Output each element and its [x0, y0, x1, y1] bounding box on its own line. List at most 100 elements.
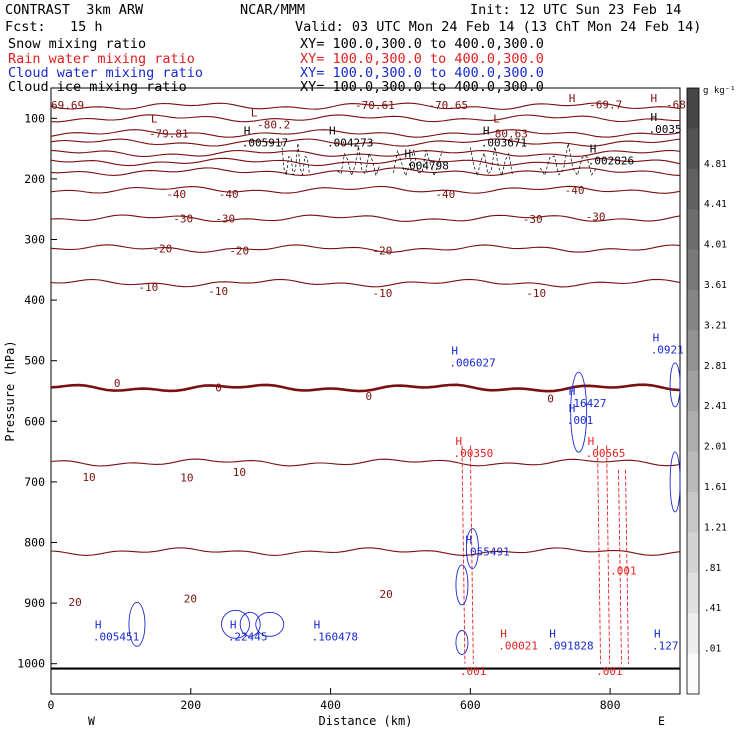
extremum-mark: H — [329, 124, 336, 137]
extremum-value: .055491 — [463, 546, 509, 559]
isotherm-label: -10 — [372, 287, 392, 300]
extremum-mark: H — [451, 344, 458, 357]
colorbar-swatch — [687, 88, 699, 129]
extremum-value: .004798 — [403, 160, 449, 173]
isotherm-label: -40 — [435, 188, 455, 201]
extremum-value: .001 — [460, 665, 487, 678]
extremum-value: .127 — [652, 639, 679, 652]
isotherm--10 — [51, 278, 680, 288]
rain-contour — [606, 445, 611, 664]
y-tick-label: 200 — [24, 172, 45, 186]
colorbar-label: .41 — [704, 603, 721, 614]
y-axis-title: Pressure (hPa) — [3, 340, 17, 441]
extremum-value: .22445 — [228, 630, 268, 643]
colorbar-swatch — [687, 370, 699, 412]
isotherm-label: 10 — [233, 466, 246, 479]
cloud-water-contour — [669, 362, 681, 408]
extremum-mark: L — [251, 106, 258, 119]
producer-label: NCAR/MMM — [240, 2, 306, 18]
colorbar-swatch — [687, 613, 699, 655]
isotherm-label: 0 — [547, 392, 554, 405]
isotherm-label: -20 — [372, 244, 392, 257]
isotherm-label: 10 — [180, 472, 193, 485]
extremum-value: .002826 — [588, 155, 634, 168]
extremum-mark: H — [314, 618, 321, 631]
colorbar-label: 4.81 — [704, 159, 727, 170]
x-tick-label: 0 — [48, 698, 55, 712]
extremum-value: .00350 — [454, 447, 494, 460]
extremum-mark: H — [465, 534, 472, 547]
extremum-mark: H — [588, 435, 595, 448]
field-label-cloud-ice: Cloud ice mixing ratio — [8, 79, 187, 95]
forecast-hour: Fcst: 15 h — [5, 19, 103, 35]
isotherm-label: -30 — [586, 210, 606, 223]
isotherm-label: -30 — [215, 212, 235, 225]
isotherm-label: 69.69 — [51, 99, 84, 112]
extremum-mark: L — [151, 112, 158, 125]
isotherm-label: -40 — [565, 184, 585, 197]
extremum-value: .0035 — [649, 123, 682, 136]
extremum-value: .00021 — [498, 639, 538, 652]
isotherm-0 — [51, 383, 680, 393]
extremum-value: .001 — [567, 414, 594, 427]
isotherm-label: 20 — [184, 592, 197, 605]
colorbar-swatch — [687, 128, 699, 170]
y-tick-label: 600 — [24, 414, 45, 428]
extremum-value: .005451 — [93, 630, 139, 643]
init-time: Init: 12 UTC Sun 23 Feb 14 — [470, 2, 682, 18]
extremum-mark: H — [651, 92, 658, 105]
colorbar-label: 3.21 — [704, 320, 727, 331]
extremum-mark: H — [569, 402, 576, 415]
extremum-mark: H — [569, 385, 576, 398]
extremum-value: .16427 — [567, 397, 607, 410]
isotherm-label: -30 — [523, 213, 543, 226]
field-label-cloud-water: Cloud water mixing ratio — [8, 65, 204, 81]
y-tick-label: 900 — [24, 596, 45, 610]
cloud-water-contour — [570, 371, 588, 453]
isotherm-label: 0 — [215, 381, 222, 394]
isotherm-label: 0 — [366, 390, 373, 403]
isotherm-label: -80.2 — [257, 118, 290, 131]
isotherm-label: 20 — [379, 588, 392, 601]
y-tick-label: 300 — [24, 233, 45, 247]
isotherm-label: -10 — [138, 281, 158, 294]
isotherm--50 — [51, 149, 680, 158]
x-tick-label: 800 — [600, 698, 621, 712]
isotherm-label: -10 — [208, 285, 228, 298]
cloud-water-contour — [455, 630, 469, 655]
run-title: CONTRAST 3km ARW — [5, 2, 144, 18]
colorbar-swatch — [687, 411, 699, 453]
colorbar-swatch — [687, 572, 699, 614]
cloud-water-contour — [239, 611, 261, 637]
field-xy-rain: XY= 100.0,300.0 to 400.0,300.0 — [300, 51, 544, 67]
cloud-water-contour — [255, 611, 285, 637]
colorbar-label: 4.01 — [704, 240, 727, 251]
colorbar-label: 1.21 — [704, 522, 727, 533]
isotherm--40 — [51, 185, 680, 194]
isotherm-label: -40 — [166, 188, 186, 201]
extremum-mark: H — [500, 627, 507, 640]
isotherm--70 — [51, 114, 680, 123]
x-axis-title: Distance (km) — [319, 714, 413, 728]
y-tick-label: 100 — [24, 111, 45, 125]
cloud-water-contour — [465, 528, 479, 570]
extremum-mark: H — [569, 92, 576, 105]
rain-contour — [461, 445, 466, 664]
colorbar-swatch — [687, 492, 699, 533]
ice-contour — [337, 146, 380, 177]
isotherm--30 — [51, 214, 680, 223]
rain-contour — [618, 469, 622, 664]
ice-contour — [393, 149, 443, 178]
colorbar-swatch — [687, 451, 699, 493]
extremum-value: .160478 — [312, 630, 358, 643]
field-label-snow: Snow mixing ratio — [8, 36, 147, 52]
valid-time: Valid: 03 UTC Mon 24 Feb 14 (13 ChT Mon … — [295, 19, 702, 35]
field-xy-snow: XY= 100.0,300.0 to 400.0,300.0 — [300, 36, 544, 52]
colorbar-label: 2.41 — [704, 401, 727, 412]
y-tick-label: 700 — [24, 475, 45, 489]
colorbar-swatch — [687, 653, 699, 695]
rain-contour — [597, 445, 601, 664]
isotherm-20 — [51, 547, 680, 556]
isotherm-label: -69.7 — [589, 98, 622, 111]
colorbar-label: 3.61 — [704, 280, 727, 291]
